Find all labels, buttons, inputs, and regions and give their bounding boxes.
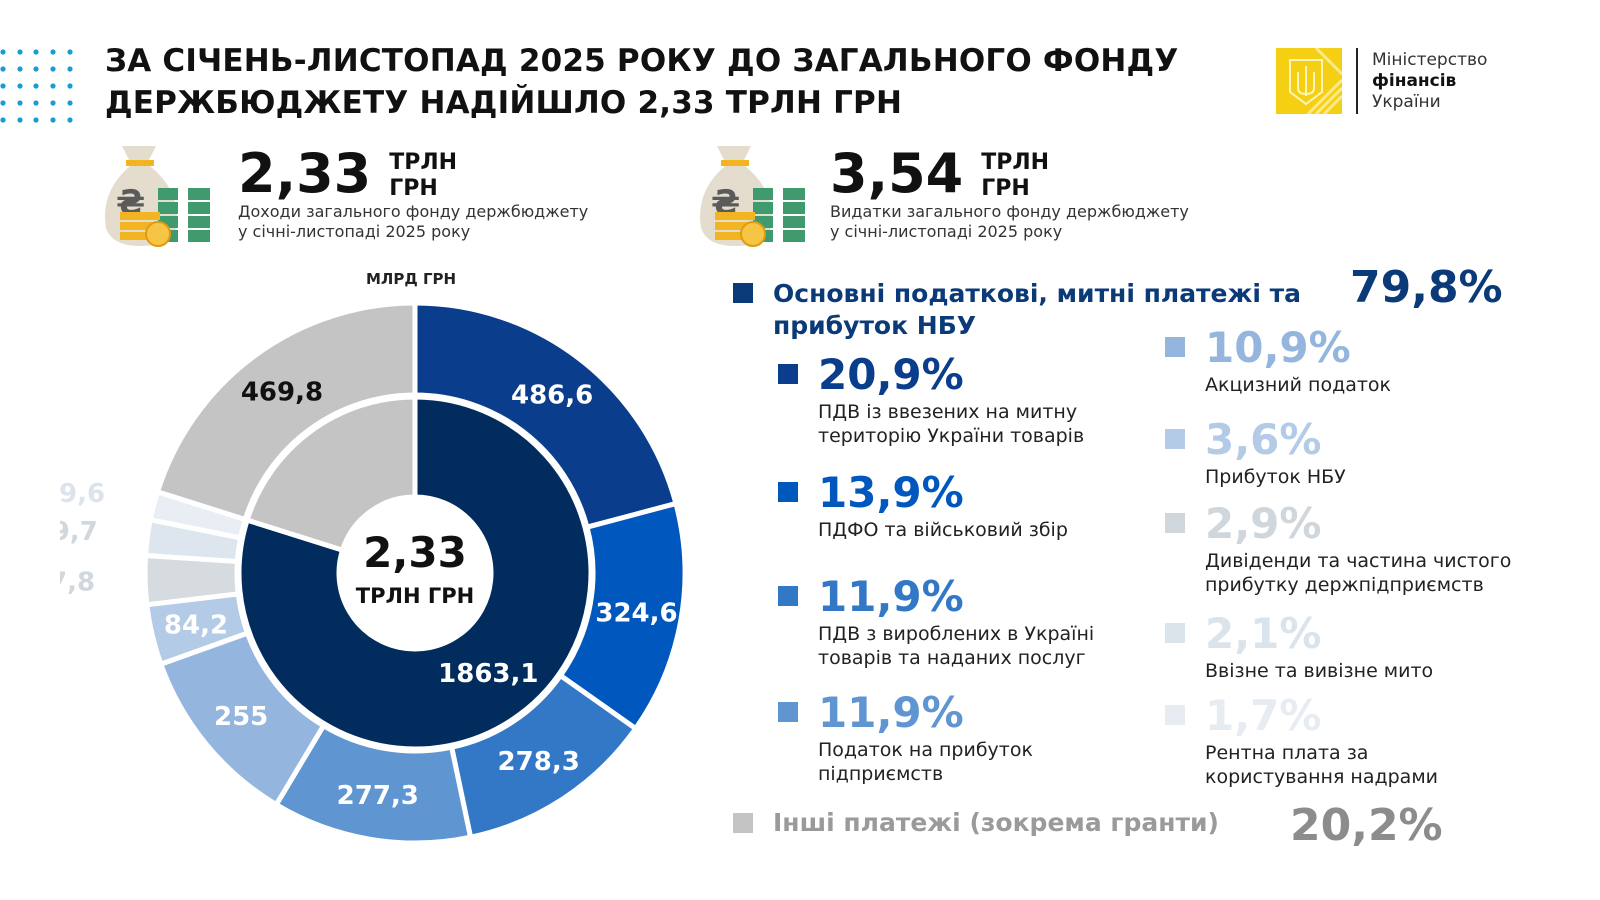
page-title: За січень-листопад 2025 року до загально… <box>105 40 1178 124</box>
legend-item-label-line-2: користування надрами <box>1205 766 1439 788</box>
legend-item-label-line-2: товарів та наданих послуг <box>818 647 1086 669</box>
outer-ring-label: 278,3 <box>498 747 580 777</box>
legend-other-group: Інші платежі (зокрема гранти) <box>733 808 1219 837</box>
outer-ring-label: 67,8 <box>60 567 95 597</box>
legend-item-pct: 20,9% <box>818 350 964 399</box>
outer-ring-label: 469,8 <box>241 378 323 408</box>
legend-other-pct: 20,2% <box>1290 800 1443 851</box>
legend-item-label: Прибуток НБУ <box>1205 466 1346 488</box>
legend-item-label: Рентна плата за <box>1205 742 1369 764</box>
logo-line-2: фінансів <box>1372 70 1457 91</box>
legend-item: 3,6% Прибуток НБУ <box>1165 417 1565 489</box>
kpi-expenditure-unit-2: ГРН <box>981 176 1030 201</box>
logo-divider <box>1356 48 1358 114</box>
kpi-revenue-unit-2: ГРН <box>389 176 438 201</box>
kpi-expenditure-desc-2: у січні-листопаді 2025 року <box>830 222 1063 241</box>
outer-ring-label: 39,6 <box>60 479 105 509</box>
logo-line-3: України <box>1372 91 1441 112</box>
legend-item: 1,7% Рентна плата за користування надрам… <box>1165 693 1565 789</box>
legend-item-pct: 1,7% <box>1205 691 1322 740</box>
outer-ring-label: 255 <box>214 702 268 732</box>
kpi-revenue-value: 2,33 <box>238 142 372 205</box>
outer-ring-label: 486,6 <box>511 381 593 411</box>
legend-item-label: Дивіденди та частина чистого <box>1205 550 1512 572</box>
legend-swatch <box>778 364 798 384</box>
legend-swatch <box>778 482 798 502</box>
legend-item: 11,9% Податок на прибуток підприємств <box>778 690 1178 786</box>
outer-ring-label: 324,6 <box>595 599 677 629</box>
money-bag-icon: ₴ <box>700 146 805 247</box>
legend-swatch <box>1165 337 1185 357</box>
outer-ring-label: 277,3 <box>337 781 419 811</box>
kpi-expenditure: 3,54 ТРЛН ГРН Видатки загального фонду де… <box>830 146 1189 242</box>
kpi-expenditure-value: 3,54 <box>830 142 964 205</box>
legend-main-pct: 79,8% <box>1350 262 1503 313</box>
revenue-donut-chart: 486,6 324,6 278,3 277,3 255 84,2 67,8 49,7 39,6 4… <box>60 300 688 846</box>
title-line-2: держбюджету надійшло 2,33 трлн грн <box>105 85 903 121</box>
legend-item: 10,9% Акцизний податок <box>1165 325 1565 397</box>
outer-ring-label: 84,2 <box>164 611 228 641</box>
legend-swatch <box>733 283 753 303</box>
outer-ring-label: 49,7 <box>60 517 98 547</box>
legend-item-pct: 2,1% <box>1205 609 1322 658</box>
legend-swatch <box>733 812 753 833</box>
legend-item-label-line-2: територію України товарів <box>818 425 1085 447</box>
legend-item: 20,9% ПДВ із ввезених на митну територію… <box>778 352 1178 448</box>
legend-item-label: ПДВ з вироблених в Україні <box>818 623 1095 645</box>
kpi-expenditure-unit-1: ТРЛН <box>981 150 1050 175</box>
kpi-revenue-desc-1: Доходи загального фонду держбюджету <box>238 202 589 221</box>
trident-emblem-icon <box>1276 48 1342 114</box>
kpi-expenditure-desc-1: Видатки загального фонду держбюджету <box>830 202 1189 221</box>
legend-swatch <box>778 702 798 722</box>
legend-swatch <box>1165 513 1185 533</box>
center-unit: ТРЛН ГРН <box>356 584 474 608</box>
legend-item-label: Акцизний податок <box>1205 374 1392 396</box>
legend-main-label: Основні податкові, митні платежі та приб… <box>773 279 1302 340</box>
legend-item-label-line-2: підприємств <box>818 763 944 785</box>
legend-item-label: ПДФО та військовий збір <box>818 519 1068 541</box>
legend-item: 2,1% Ввізне та вивізне мито <box>1165 611 1565 683</box>
legend-item-pct: 11,9% <box>818 688 964 737</box>
kpi-revenue-desc-2: у січні-листопаді 2025 року <box>238 222 471 241</box>
legend-item-pct: 13,9% <box>818 468 964 517</box>
legend-swatch <box>1165 705 1185 725</box>
legend-main-group: Основні податкові, митні платежі та приб… <box>733 278 1333 342</box>
kpi-revenue-unit-1: ТРЛН <box>389 150 458 175</box>
title-line-1: За січень-листопад 2025 року до загально… <box>105 43 1179 79</box>
inner-ring-slice <box>236 394 594 752</box>
legend-item: 11,9% ПДВ з вироблених в Україні товарів… <box>778 574 1178 670</box>
legend-item-label: Податок на прибуток <box>818 739 1033 761</box>
logo-line-1: Міністерство <box>1372 49 1488 70</box>
donut-hole <box>341 499 489 647</box>
inner-ring-label: 1863,1 <box>438 659 538 689</box>
legend-item: 2,9% Дивіденди та частина чистого прибут… <box>1165 501 1565 597</box>
legend-item-pct: 10,9% <box>1205 323 1351 372</box>
center-value: 2,33 <box>363 528 467 577</box>
decorative-dots-icon <box>0 49 73 123</box>
money-bag-icon: ₴ <box>105 146 210 247</box>
legend-other-label: Інші платежі (зокрема гранти) <box>773 808 1219 837</box>
legend-item-pct: 2,9% <box>1205 499 1322 548</box>
chart-unit-label: МЛРД ГРН <box>366 270 457 288</box>
kpi-revenue: 2,33 ТРЛН ГРН Доходи загального фонду дер… <box>238 146 588 242</box>
ministry-logo: Міністерство фінансів України <box>1276 48 1487 114</box>
legend-swatch <box>1165 623 1185 643</box>
legend-item-label-line-2: прибутку держпідприємств <box>1205 574 1484 596</box>
legend-item: 13,9% ПДФО та військовий збір <box>778 470 1178 542</box>
legend-item-label: ПДВ із ввезених на митну <box>818 401 1078 423</box>
legend-item-label: Ввізне та вивізне мито <box>1205 660 1434 682</box>
legend-item-pct: 3,6% <box>1205 415 1322 464</box>
legend-swatch <box>778 586 798 606</box>
legend-swatch <box>1165 429 1185 449</box>
inner-ring-slice <box>244 394 418 554</box>
legend-item-pct: 11,9% <box>818 572 964 621</box>
